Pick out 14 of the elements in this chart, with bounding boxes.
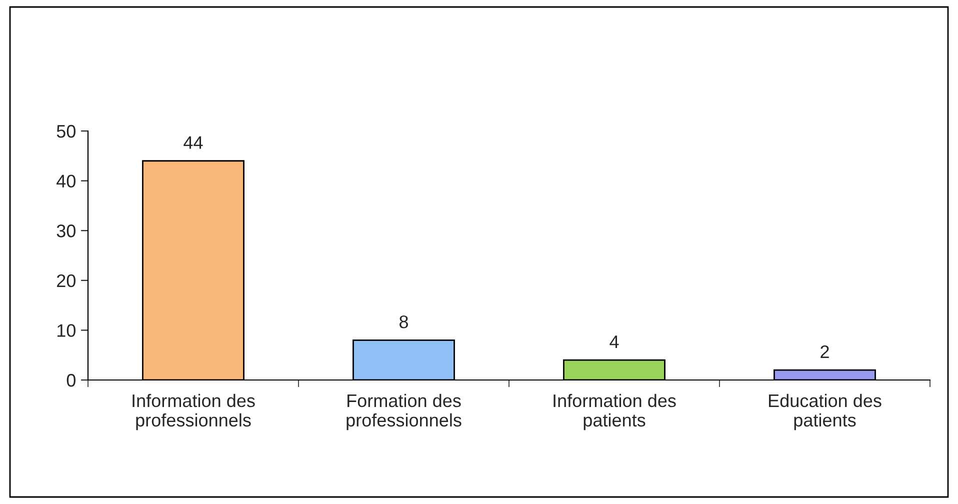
y-tick-label: 40 (56, 174, 76, 188)
y-tick-label: 50 (56, 124, 76, 138)
data-label: 8 (400, 315, 408, 328)
data-label: 4 (610, 336, 619, 348)
x-tick-label: Formation des professionnels (346, 394, 462, 430)
y-tick-label: 30 (56, 224, 76, 238)
x-tick-label: Information des patients (554, 394, 676, 430)
data-label: 2 (820, 345, 829, 358)
x-tick-label: Education des patients (769, 394, 882, 430)
x-tick-label: Information des professionnels (132, 394, 255, 430)
y-tick-label: 10 (57, 324, 76, 337)
y-tick-label: 0 (66, 374, 76, 387)
data-label: 44 (184, 136, 203, 149)
y-tick-label: 20 (57, 274, 76, 288)
